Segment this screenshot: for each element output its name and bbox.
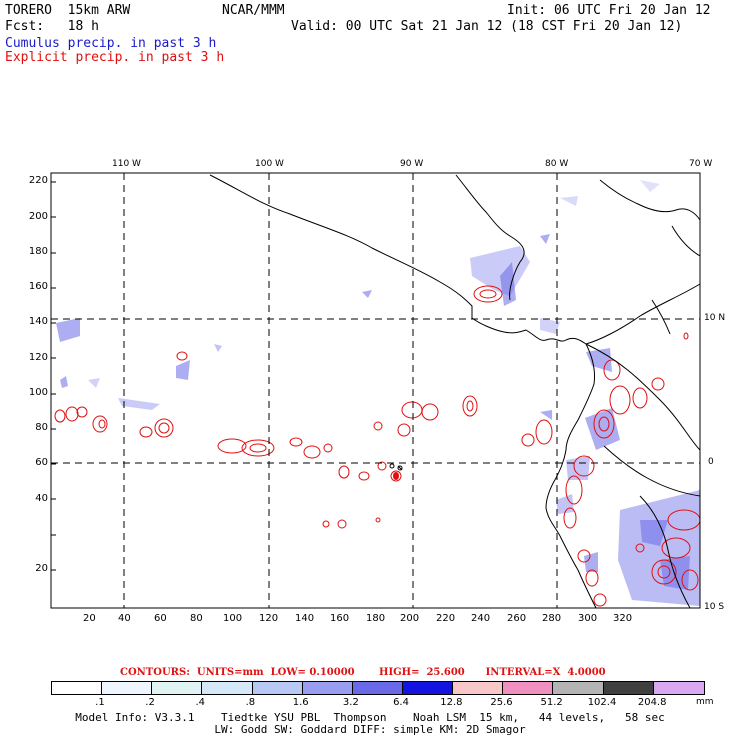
x-tick: 40 — [118, 613, 131, 624]
colorbar-label: 51.2 — [540, 697, 563, 708]
x-tick: 260 — [507, 613, 527, 624]
x-tick: 200 — [400, 613, 420, 624]
colorbar-label: 6.4 — [393, 697, 409, 708]
lon-label: 110 W — [112, 159, 141, 169]
colorbar-unit: mm — [696, 697, 714, 707]
colorbar-cell — [202, 682, 253, 694]
colorbar-cell — [503, 682, 554, 694]
colorbar-cell — [553, 682, 604, 694]
colorbar-cell — [453, 682, 504, 694]
colorbar-cell — [352, 682, 403, 694]
x-tick: 280 — [542, 613, 562, 624]
x-tick: 100 — [223, 613, 243, 624]
colorbar-cell — [152, 682, 203, 694]
x-tick: 20 — [83, 613, 96, 624]
y-tick: 20 — [35, 563, 48, 574]
y-tick: 220 — [28, 175, 48, 186]
colorbar-label: .2 — [145, 697, 155, 708]
y-tick: 200 — [28, 211, 48, 222]
x-tick: 120 — [259, 613, 279, 624]
model-title: TORERO 15km ARW — [5, 3, 131, 18]
init-time: Init: 06 UTC Fri 20 Jan 12 — [507, 3, 711, 18]
explicit-precip-contours — [54, 285, 701, 607]
x-tick: 80 — [190, 613, 203, 624]
contour-info: CONTOURS: UNITS=mm LOW= 0.10000 HIGH= 25… — [120, 667, 606, 678]
y-tick: 180 — [28, 246, 48, 257]
colorbar-cell — [653, 682, 704, 694]
colorbar-label: 25.6 — [490, 697, 513, 708]
colorbar-label: 102.4 — [587, 697, 617, 708]
x-tick: 240 — [471, 613, 491, 624]
lon-label: 70 W — [689, 159, 713, 169]
colorbar-label: 204.8 — [637, 697, 667, 708]
x-tick: 180 — [366, 613, 386, 624]
y-tick: 40 — [35, 493, 48, 504]
colorbar-cell — [302, 682, 353, 694]
x-tick: 60 — [154, 613, 167, 624]
y-tick: 60 — [35, 457, 48, 468]
colorbar-cell — [52, 682, 103, 694]
y-tick: 160 — [28, 281, 48, 292]
lon-label: 90 W — [400, 159, 424, 169]
cumulus-precip-areas — [56, 180, 700, 606]
colorbar-cell — [603, 682, 654, 694]
misc-contours — [389, 463, 403, 471]
y-tick: 80 — [35, 422, 48, 433]
colorbar-label: .4 — [195, 697, 205, 708]
colorbar-labels: .1 .2 .4 .8 1.6 3.2 6.4 12.8 25.6 51.2 102.4 204.8 — [51, 697, 740, 709]
lon-labels: 110 W 100 W 90 W 80 W 70 W — [0, 159, 740, 171]
colorbar-cell — [252, 682, 303, 694]
lon-label: 100 W — [255, 159, 284, 169]
colorbar-label: 1.6 — [292, 697, 309, 708]
legend-explicit: Explicit precip. in past 3 h — [5, 50, 225, 65]
lat-label: 10 N — [704, 313, 726, 323]
colorbar-label: 3.2 — [342, 697, 359, 708]
x-tick: 220 — [436, 613, 456, 624]
coastlines — [209, 174, 701, 609]
x-tick: 300 — [578, 613, 598, 624]
y-tick: 140 — [28, 316, 48, 327]
colorbar-cell — [102, 682, 153, 694]
y-tick: 100 — [28, 387, 48, 398]
y-tick: 120 — [28, 352, 48, 363]
x-tick: 140 — [295, 613, 315, 624]
forecast-hour: Fcst: 18 h — [5, 19, 99, 34]
organization: NCAR/MMM — [222, 3, 285, 18]
lat-label: 0 — [708, 457, 714, 467]
colorbar — [51, 681, 705, 695]
colorbar-label: .1 — [95, 697, 105, 708]
legend-cumulus: Cumulus precip. in past 3 h — [5, 36, 217, 51]
map-frame — [50, 172, 701, 609]
lon-label: 80 W — [545, 159, 569, 169]
valid-time: Valid: 00 UTC Sat 21 Jan 12 (18 CST Fri … — [291, 19, 683, 34]
colorbar-cell — [402, 682, 454, 694]
model-info-line2: LW: Godd SW: Goddard DIFF: simple KM: 2D… — [214, 723, 526, 736]
axis-ticks — [51, 181, 56, 571]
lat-label: 10 S — [704, 602, 725, 612]
graticule — [51, 173, 700, 608]
colorbar-label: .8 — [245, 697, 256, 708]
explicit-peak — [393, 472, 399, 480]
x-tick: 160 — [330, 613, 350, 624]
x-tick: 320 — [613, 613, 633, 624]
colorbar-label: 12.8 — [440, 697, 463, 708]
model-info-line1: Model Info: V3.3.1 Tiedtke YSU PBL Thomp… — [75, 711, 665, 724]
